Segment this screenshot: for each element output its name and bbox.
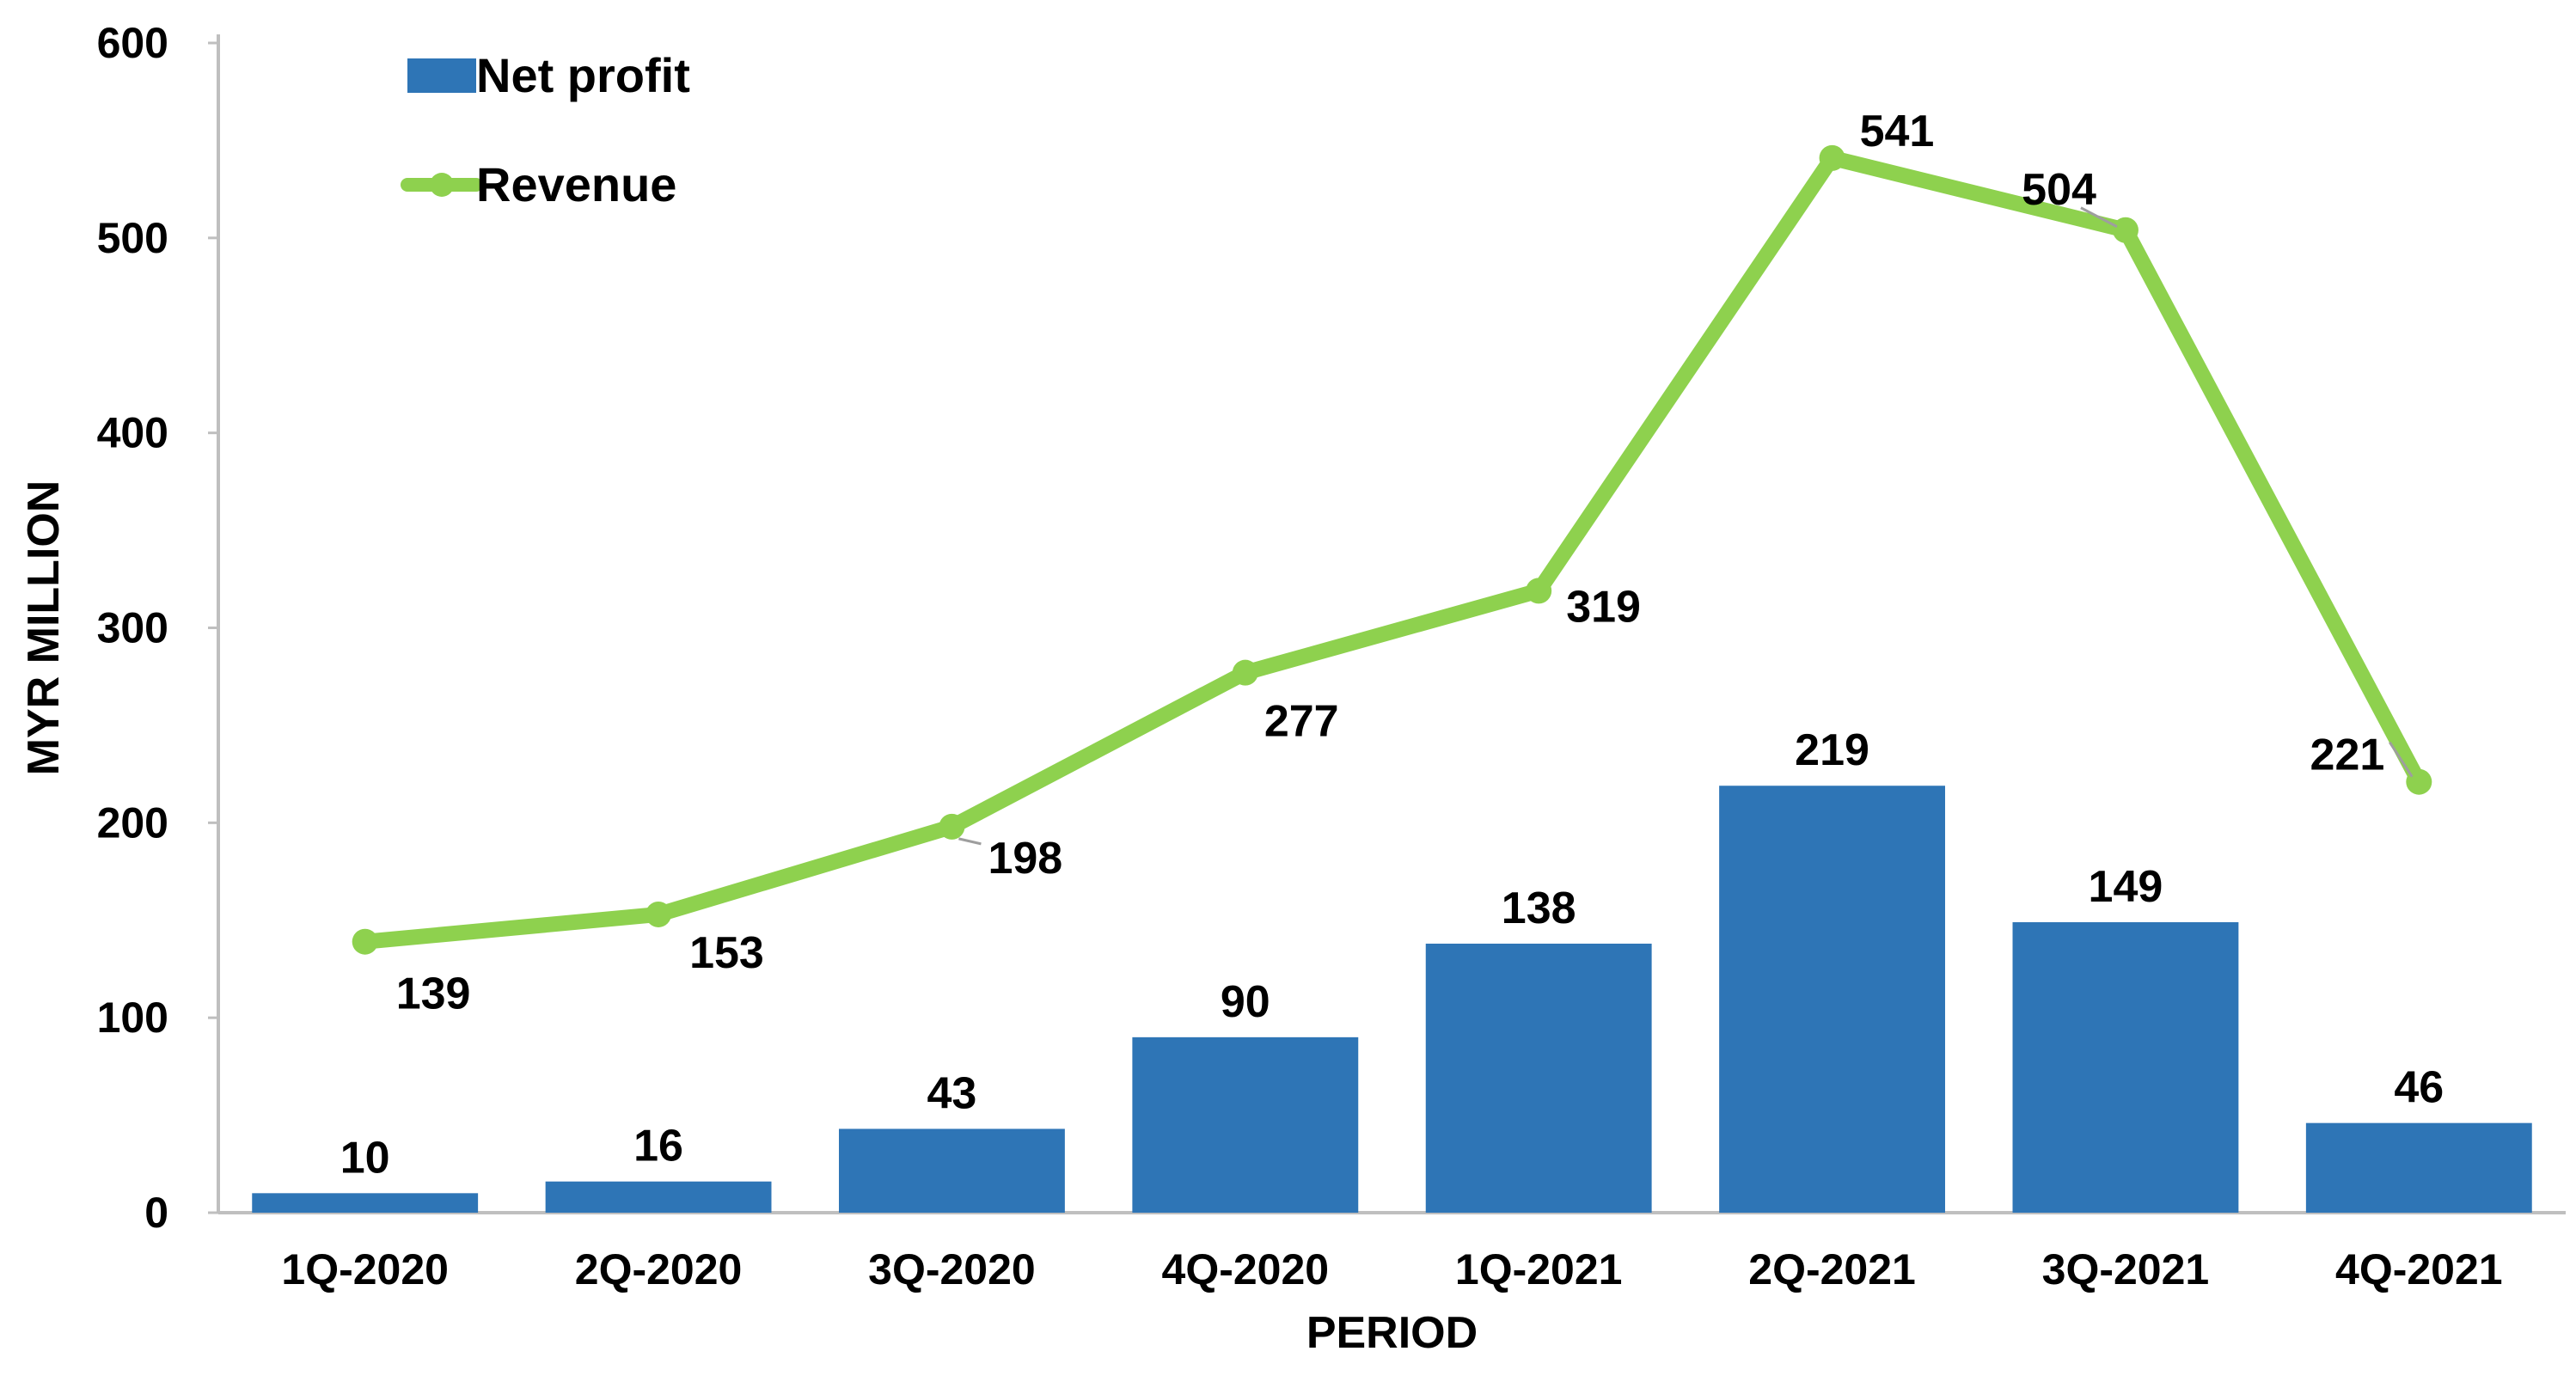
bar-data-label: 138 [1502,884,1576,933]
y-tick-label: 500 [97,214,168,262]
bar-data-label: 43 [927,1068,977,1118]
line-data-label: 541 [1860,107,1935,156]
legend: Net profit Revenue [401,48,690,211]
axis-titles: PERIOD MYR MILLION [19,480,1478,1358]
y-tick-label: 300 [97,604,168,652]
y-tick-label: 100 [97,994,168,1042]
legend-label-net-profit: Net profit [476,48,690,102]
legend-swatch-net-profit [407,58,476,93]
line-data-label: 153 [689,928,764,978]
y-axis-title: MYR MILLION [19,480,69,776]
line-point-revenue [646,901,672,927]
legend-label-revenue: Revenue [476,157,676,211]
line-data-label: 198 [988,834,1062,884]
bar-net-profit [1425,943,1652,1213]
y-tick-label: 600 [97,19,168,67]
line-point-revenue [352,928,378,955]
line-point-revenue [2112,217,2139,243]
line-label-leader [958,837,982,846]
line-layer [352,144,2432,955]
line-data-label: 221 [2310,731,2385,780]
line-point-revenue [939,813,965,840]
axes-layer: 0 100 200 300 400 500 600 1Q-2020 2Q-2020 3Q-2020… [97,19,2566,1293]
line-revenue [357,150,2427,950]
y-tick-label: 400 [97,409,168,457]
line-point-revenue [1232,659,1258,686]
x-tick-label: 1Q-2020 [281,1245,449,1293]
bar-net-profit [2012,922,2239,1213]
line-data-label: 504 [2022,165,2096,215]
x-tick-label: 3Q-2020 [868,1245,1036,1293]
x-tick-label: 2Q-2021 [1748,1245,1916,1293]
line-point-revenue [1819,144,1845,171]
line-data-label: 139 [396,969,471,1019]
x-tick-label: 4Q-2021 [2335,1245,2503,1293]
line-data-label: 277 [1264,697,1339,747]
legend-marker-revenue [430,173,454,197]
bar-net-profit [252,1193,479,1213]
x-tick-label: 4Q-2020 [1162,1245,1330,1293]
x-tick-label: 2Q-2020 [575,1245,743,1293]
line-labels-layer: 139 153 198 277 319 541 504 221 [396,107,2414,1019]
bar-data-label: 10 [340,1133,390,1183]
bar-data-label: 16 [633,1122,683,1171]
bar-net-profit [2305,1122,2532,1213]
x-axis-title: PERIOD [1306,1308,1478,1358]
bar-data-label: 46 [2394,1063,2444,1113]
x-tick-label: 1Q-2021 [1455,1245,1623,1293]
bar-labels-layer: 10 16 43 90 138 219 149 46 [340,725,2444,1183]
bars-layer [252,786,2532,1213]
x-tick-label: 3Q-2021 [2042,1245,2210,1293]
bar-data-label: 90 [1221,977,1270,1027]
bar-net-profit [1132,1036,1359,1213]
line-label-leader [2080,206,2118,229]
bar-data-label: 149 [2089,862,2163,912]
line-point-revenue [1526,578,1552,604]
y-tick-label: 200 [97,798,168,847]
y-tick-label: 0 [144,1189,168,1237]
bar-net-profit [1719,786,1945,1213]
line-data-label: 319 [1566,582,1641,632]
bar-net-profit [839,1128,1065,1213]
line-label-leader [2389,741,2414,778]
bar-net-profit [545,1181,772,1213]
bar-data-label: 219 [1795,725,1869,775]
